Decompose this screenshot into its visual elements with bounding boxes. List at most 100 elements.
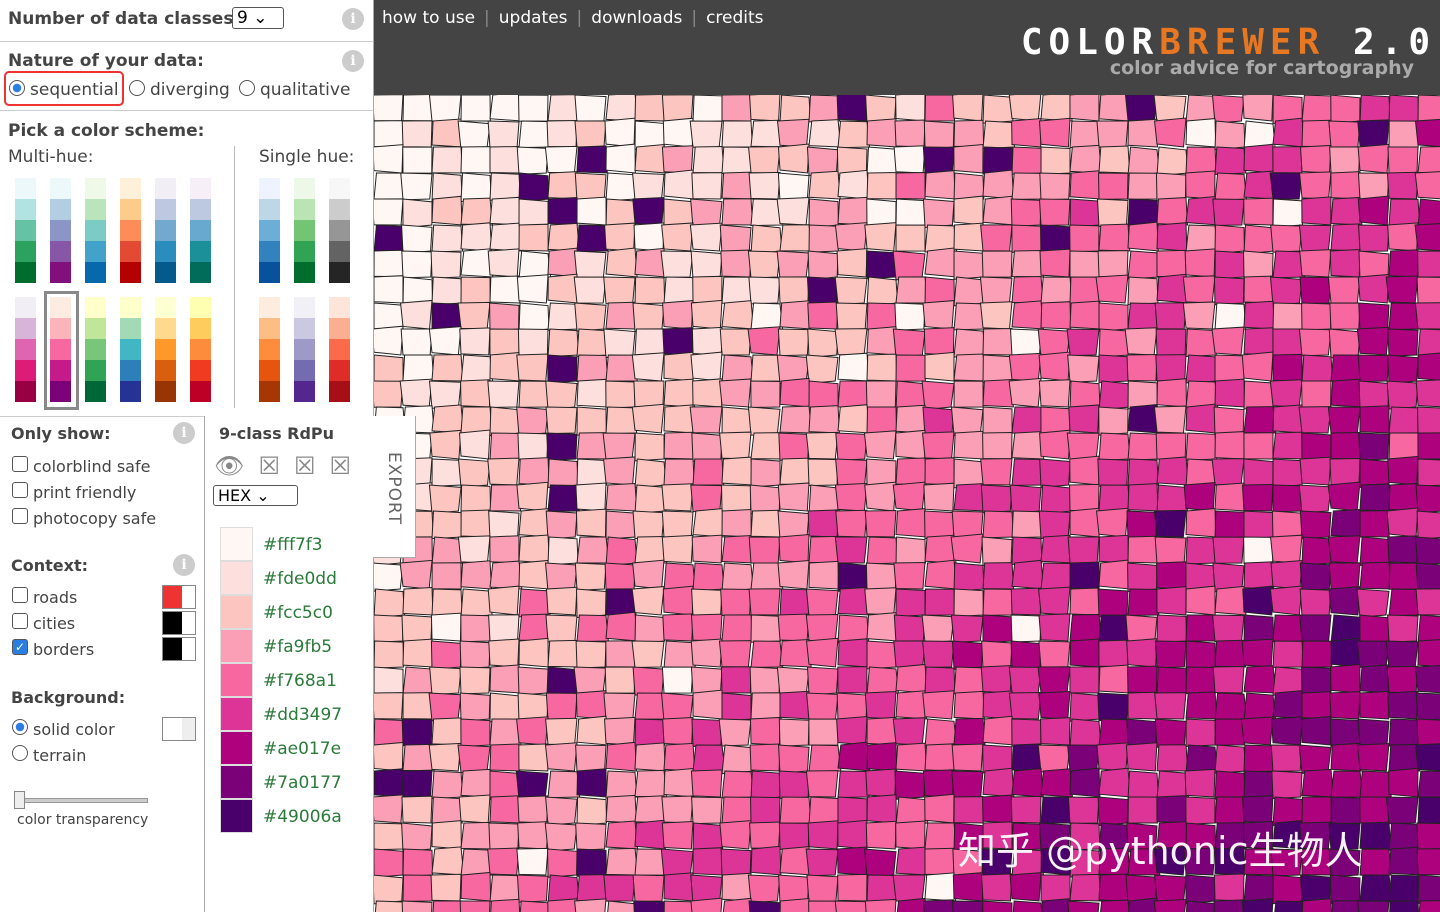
swatch[interactable] bbox=[190, 199, 211, 220]
option[interactable]: diverging bbox=[150, 80, 230, 100]
swatch[interactable] bbox=[50, 241, 71, 262]
swatch[interactable] bbox=[259, 318, 280, 339]
radio[interactable] bbox=[9, 80, 25, 96]
swatch[interactable] bbox=[155, 178, 176, 199]
swatch[interactable] bbox=[155, 199, 176, 220]
option[interactable]: roads bbox=[33, 588, 78, 607]
swatch[interactable] bbox=[190, 318, 211, 339]
swatch[interactable] bbox=[259, 360, 280, 381]
nav-link[interactable]: updates bbox=[498, 8, 568, 28]
swatch[interactable] bbox=[329, 339, 350, 360]
swatch[interactable] bbox=[294, 297, 315, 318]
swatch[interactable] bbox=[120, 178, 141, 199]
swatch[interactable] bbox=[294, 381, 315, 402]
swatch[interactable] bbox=[15, 381, 36, 402]
swatch[interactable] bbox=[15, 220, 36, 241]
swatch[interactable] bbox=[294, 339, 315, 360]
option[interactable]: colorblind safe bbox=[33, 457, 151, 476]
color-picker[interactable] bbox=[162, 637, 196, 661]
swatch[interactable] bbox=[15, 241, 36, 262]
export-icons[interactable]: 👁☒☒☒ bbox=[214, 452, 366, 480]
swatch[interactable] bbox=[155, 339, 176, 360]
swatch[interactable] bbox=[259, 178, 280, 199]
swatch[interactable] bbox=[120, 199, 141, 220]
swatch[interactable] bbox=[190, 220, 211, 241]
swatch[interactable] bbox=[50, 297, 71, 318]
swatch[interactable] bbox=[120, 220, 141, 241]
radio[interactable] bbox=[239, 80, 255, 96]
swatch[interactable] bbox=[294, 241, 315, 262]
checkbox-checked[interactable]: ✓ bbox=[12, 639, 28, 655]
swatch[interactable] bbox=[50, 178, 71, 199]
swatch[interactable] bbox=[85, 220, 106, 241]
slider-handle[interactable] bbox=[14, 791, 25, 809]
export-tab[interactable]: EXPORT bbox=[384, 452, 404, 525]
swatch[interactable] bbox=[259, 297, 280, 318]
swatch[interactable] bbox=[190, 178, 211, 199]
swatch[interactable] bbox=[85, 360, 106, 381]
swatch[interactable] bbox=[120, 360, 141, 381]
info-icon[interactable]: i bbox=[173, 422, 195, 444]
checkbox[interactable] bbox=[12, 482, 28, 498]
radio[interactable] bbox=[129, 80, 145, 96]
info-icon[interactable]: i bbox=[342, 8, 364, 30]
classes-select[interactable]: 9 ⌄ bbox=[232, 7, 284, 29]
swatch[interactable] bbox=[329, 262, 350, 283]
nav-link[interactable]: downloads bbox=[591, 8, 683, 28]
swatch[interactable] bbox=[120, 262, 141, 283]
swatch[interactable] bbox=[259, 199, 280, 220]
swatch[interactable] bbox=[190, 339, 211, 360]
swatch[interactable] bbox=[15, 199, 36, 220]
swatch[interactable] bbox=[50, 339, 71, 360]
swatch[interactable] bbox=[50, 220, 71, 241]
swatch[interactable] bbox=[50, 262, 71, 283]
swatch[interactable] bbox=[329, 318, 350, 339]
slider[interactable] bbox=[16, 798, 148, 803]
nav-link[interactable]: how to use bbox=[382, 8, 476, 28]
radio[interactable] bbox=[12, 719, 28, 735]
swatch[interactable] bbox=[85, 178, 106, 199]
checkbox[interactable] bbox=[12, 613, 28, 629]
swatch[interactable] bbox=[120, 241, 141, 262]
format-select[interactable]: HEX ⌄ bbox=[213, 485, 298, 506]
swatch[interactable] bbox=[50, 199, 71, 220]
option[interactable]: cities bbox=[33, 614, 76, 633]
swatch[interactable] bbox=[155, 241, 176, 262]
swatch[interactable] bbox=[85, 262, 106, 283]
swatch[interactable] bbox=[85, 339, 106, 360]
nav-link[interactable]: credits bbox=[706, 8, 764, 28]
option[interactable]: solid color bbox=[33, 720, 115, 739]
swatch[interactable] bbox=[259, 339, 280, 360]
swatch[interactable] bbox=[15, 297, 36, 318]
swatch[interactable] bbox=[190, 262, 211, 283]
swatch[interactable] bbox=[294, 178, 315, 199]
swatch[interactable] bbox=[120, 381, 141, 402]
swatch[interactable] bbox=[85, 381, 106, 402]
swatch[interactable] bbox=[155, 297, 176, 318]
swatch[interactable] bbox=[15, 178, 36, 199]
swatch[interactable] bbox=[155, 360, 176, 381]
swatch[interactable] bbox=[155, 381, 176, 402]
swatch[interactable] bbox=[329, 178, 350, 199]
swatch[interactable] bbox=[15, 318, 36, 339]
swatch[interactable] bbox=[329, 241, 350, 262]
swatch[interactable] bbox=[155, 220, 176, 241]
option[interactable]: sequential bbox=[30, 80, 119, 100]
option[interactable]: photocopy safe bbox=[33, 509, 157, 528]
swatch[interactable] bbox=[155, 318, 176, 339]
swatch[interactable] bbox=[15, 339, 36, 360]
color-picker[interactable] bbox=[162, 585, 196, 609]
color-picker[interactable] bbox=[162, 717, 196, 741]
option[interactable]: borders bbox=[33, 640, 95, 659]
swatch[interactable] bbox=[85, 297, 106, 318]
swatch[interactable] bbox=[85, 241, 106, 262]
swatch[interactable] bbox=[294, 199, 315, 220]
swatch[interactable] bbox=[120, 318, 141, 339]
checkbox[interactable] bbox=[12, 456, 28, 472]
option[interactable]: qualitative bbox=[260, 80, 351, 100]
swatch[interactable] bbox=[85, 318, 106, 339]
swatch[interactable] bbox=[190, 360, 211, 381]
swatch[interactable] bbox=[190, 381, 211, 402]
swatch[interactable] bbox=[259, 262, 280, 283]
option[interactable]: print friendly bbox=[33, 483, 137, 502]
